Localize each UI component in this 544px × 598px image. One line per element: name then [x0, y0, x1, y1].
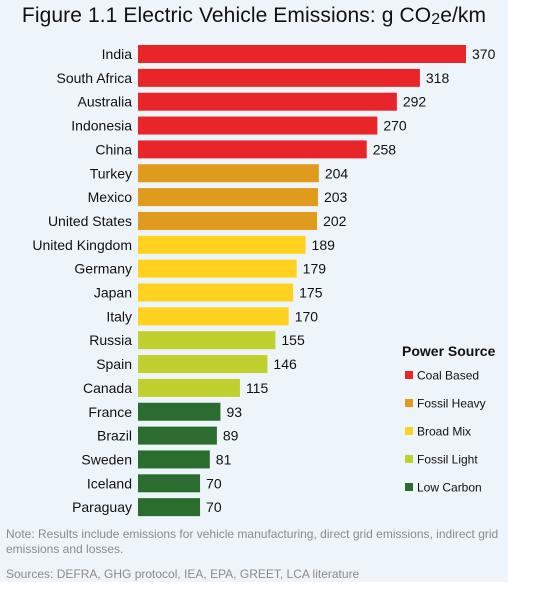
category-label-japan: Japan [94, 285, 132, 301]
category-label-italy: Italy [106, 308, 132, 324]
bar-russia [138, 331, 276, 350]
category-label-mexico: Mexico [88, 189, 133, 205]
value-label-russia: 155 [281, 332, 305, 348]
bar-japan [138, 283, 294, 302]
bar-sweden [138, 450, 210, 469]
category-label-china: China [95, 141, 132, 157]
bar-iceland [138, 474, 201, 493]
legend-swatch-broad-mix [405, 427, 413, 435]
value-label-italy: 170 [295, 308, 319, 324]
category-label-germany: Germany [74, 261, 132, 277]
category-label-iceland: Iceland [87, 475, 132, 491]
value-label-sweden: 81 [216, 451, 232, 467]
legend-label-fossil-light: Fossil Light [417, 453, 478, 467]
value-label-spain: 146 [273, 356, 297, 372]
bar-france [138, 402, 221, 421]
chart-title: Figure 1.1 Electric Vehicle Emissions: g… [21, 4, 487, 28]
bar-india [138, 45, 466, 63]
value-label-china: 258 [373, 141, 397, 157]
category-label-united-states: United States [48, 213, 132, 229]
chart-note: Note: Results include emissions for vehi… [6, 527, 499, 556]
value-label-paraguay: 70 [206, 499, 222, 515]
value-label-canada: 115 [246, 380, 269, 396]
value-label-united-states: 202 [323, 213, 347, 229]
category-label-canada: Canada [83, 380, 132, 396]
bar-indonesia [138, 116, 378, 135]
bar-mexico [138, 188, 318, 207]
bar-united-kingdom [138, 235, 306, 254]
legend-label-fossil-heavy: Fossil Heavy [417, 397, 486, 411]
chart-sources: Sources: DEFRA, GHG protocol, IEA, EPA, … [6, 567, 360, 581]
legend-swatch-fossil-light [405, 455, 413, 463]
category-label-australia: Australia [78, 94, 133, 110]
category-label-indonesia: Indonesia [71, 118, 132, 134]
bar-paraguay [138, 498, 201, 517]
bar-chart: India 370 South Africa 318 Australia 292 Indon… [32, 45, 496, 517]
value-label-indonesia: 270 [383, 118, 407, 134]
value-label-germany: 179 [303, 261, 327, 277]
legend-swatch-low-carbon [405, 483, 413, 491]
legend-label-coal-based: Coal Based [417, 369, 479, 383]
value-label-turkey: 204 [325, 165, 349, 181]
value-label-united-kingdom: 189 [312, 237, 336, 253]
bar-south-africa [138, 68, 420, 87]
legend-swatch-fossil-heavy [405, 399, 413, 407]
bar-brazil [138, 426, 217, 445]
legend-label-low-carbon: Low Carbon [417, 481, 482, 495]
figure-panel: Figure 1.1 Electric Vehicle Emissions: g… [0, 0, 508, 582]
category-label-brazil: Brazil [97, 428, 132, 444]
value-label-mexico: 203 [324, 189, 348, 205]
category-label-india: India [102, 46, 133, 62]
bar-china [138, 140, 367, 159]
bar-spain [138, 355, 268, 374]
legend-swatch-coal-based [405, 371, 413, 379]
legend-label-broad-mix: Broad Mix [417, 425, 471, 439]
bar-australia [138, 92, 397, 111]
bar-germany [138, 259, 297, 278]
value-label-iceland: 70 [206, 475, 222, 491]
value-label-brazil: 89 [223, 428, 239, 444]
category-label-united-kingdom: United Kingdom [32, 237, 132, 253]
legend-title: Power Source [402, 343, 496, 359]
category-label-france: France [88, 404, 132, 420]
value-label-france: 93 [226, 404, 242, 420]
value-label-south-africa: 318 [426, 70, 450, 86]
category-label-south-africa: South Africa [57, 70, 133, 86]
category-label-sweden: Sweden [81, 451, 132, 467]
category-label-turkey: Turkey [90, 165, 132, 181]
bar-united-states [138, 211, 318, 230]
category-label-spain: Spain [96, 356, 132, 372]
bar-canada [138, 378, 240, 397]
category-label-russia: Russia [89, 332, 132, 348]
bar-italy [138, 307, 289, 326]
category-label-paraguay: Paraguay [72, 499, 132, 515]
bar-turkey [138, 164, 319, 183]
value-label-australia: 292 [403, 94, 427, 110]
value-label-india: 370 [472, 46, 496, 62]
value-label-japan: 175 [299, 285, 323, 301]
